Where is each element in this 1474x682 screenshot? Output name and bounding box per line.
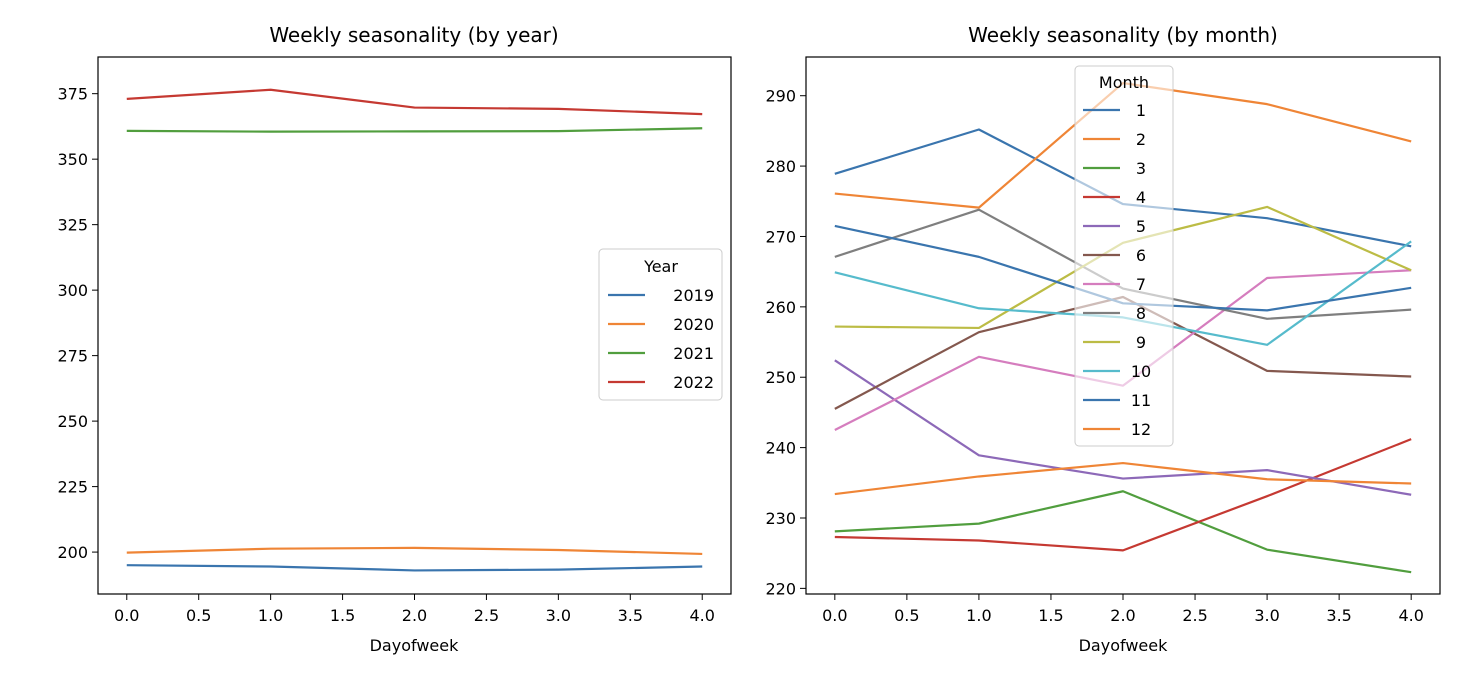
y-tick-label: 250 <box>765 368 796 387</box>
x-tick-label: 3.0 <box>1254 606 1279 625</box>
x-tick-label: 3.5 <box>1326 606 1351 625</box>
x-tick-label: 1.5 <box>1038 606 1063 625</box>
legend-title: Month <box>1099 73 1149 92</box>
chart-title: Weekly seasonality (by year) <box>269 23 558 47</box>
legend-item-3: 3 <box>1083 159 1146 178</box>
x-tick-label: 2.0 <box>402 606 427 625</box>
legend-label: 2021 <box>673 344 714 363</box>
legend-title: Year <box>643 257 678 276</box>
legend-item-10: 10 <box>1083 362 1151 381</box>
series-line-2022 <box>126 88 703 116</box>
legend-item-1: 1 <box>1083 101 1146 120</box>
series-line-2021 <box>126 127 703 133</box>
axis-ticks: 0.0 0.5 1.0 1.5 2.0 2.5 3.0 3.5 4.0 220 230 240 250 2… <box>765 87 1423 625</box>
y-tick-label: 290 <box>765 87 796 106</box>
legend-label: 10 <box>1131 362 1151 381</box>
legend-item-5: 5 <box>1083 217 1146 236</box>
x-tick-label: 1.0 <box>966 606 991 625</box>
y-tick-label: 260 <box>765 298 796 317</box>
series-line-12 <box>834 461 1412 496</box>
legend-label: 5 <box>1136 217 1146 236</box>
legend-label: 8 <box>1136 304 1146 323</box>
y-tick-label: 220 <box>765 579 796 598</box>
legend-item-6: 6 <box>1083 246 1146 265</box>
x-tick-label: 0.5 <box>894 606 919 625</box>
series-line-5 <box>834 359 1412 496</box>
y-tick-label: 280 <box>765 157 796 176</box>
series-line-3 <box>834 490 1412 574</box>
x-tick-label: 2.5 <box>474 606 499 625</box>
x-axis-label: Dayofweek <box>370 636 460 655</box>
legend-label: 3 <box>1136 159 1146 178</box>
y-tick-label: 300 <box>57 281 88 300</box>
legend-label: 1 <box>1136 101 1146 120</box>
legend-item-2021: 2021 <box>608 344 714 363</box>
x-tick-label: 3.0 <box>546 606 571 625</box>
legend-label: 7 <box>1136 275 1146 294</box>
x-tick-label: 2.0 <box>1110 606 1135 625</box>
y-tick-label: 225 <box>57 478 88 497</box>
legend-item-4: 4 <box>1083 188 1146 207</box>
x-tick-label: 2.5 <box>1182 606 1207 625</box>
x-tick-label: 4.0 <box>690 606 715 625</box>
legend-item-2019: 2019 <box>608 286 714 305</box>
x-tick-label: 4.0 <box>1398 606 1423 625</box>
x-tick-label: 3.5 <box>618 606 643 625</box>
series-line-2020 <box>126 546 703 556</box>
legend-item-12: 12 <box>1083 420 1151 439</box>
legend-label: 2022 <box>673 373 714 392</box>
legend-item-2022: 2022 <box>608 373 714 392</box>
legend-item-2: 2 <box>1083 130 1146 149</box>
y-tick-label: 375 <box>57 85 88 104</box>
x-tick-label: 0.0 <box>114 606 139 625</box>
legend-item-2020: 2020 <box>608 315 714 334</box>
legend-item-8: 8 <box>1083 304 1146 323</box>
y-tick-label: 240 <box>765 439 796 458</box>
x-tick-label: 0.0 <box>822 606 847 625</box>
legend-label: 2020 <box>673 315 714 334</box>
y-tick-label: 325 <box>57 216 88 235</box>
legend-label: 2019 <box>673 286 714 305</box>
legend-label: 11 <box>1131 391 1151 410</box>
plot-frame <box>97 56 732 595</box>
legend-label: 2 <box>1136 130 1146 149</box>
axis-ticks: 0.0 0.5 1.0 1.5 2.0 2.5 3.0 3.5 4.0 200 225 250 275 3… <box>57 85 715 625</box>
y-tick-label: 350 <box>57 150 88 169</box>
y-tick-label: 230 <box>765 509 796 528</box>
x-tick-label: 0.5 <box>186 606 211 625</box>
legend: Year 2019 2020 2021 2022 <box>598 248 723 401</box>
series-line-2019 <box>126 564 703 572</box>
legend-item-7: 7 <box>1083 275 1146 294</box>
series-line-4 <box>834 438 1412 552</box>
chart-by-year: Weekly seasonality (by year) 0.0 0.5 1.0 1.… <box>57 23 732 655</box>
plot-frame <box>805 56 1441 595</box>
legend-label: 9 <box>1136 333 1146 352</box>
x-tick-label: 1.0 <box>258 606 283 625</box>
y-tick-label: 275 <box>57 347 88 366</box>
y-tick-label: 270 <box>765 227 796 246</box>
legend-label: 4 <box>1136 188 1146 207</box>
y-tick-label: 200 <box>57 543 88 562</box>
legend-label: 12 <box>1131 420 1151 439</box>
x-tick-label: 1.5 <box>330 606 355 625</box>
chart-by-month: Weekly seasonality (by month) 0.0 0.5 1.0 1… <box>765 23 1441 655</box>
legend-box <box>598 248 723 401</box>
y-tick-label: 250 <box>57 412 88 431</box>
legend-box <box>1074 65 1174 447</box>
legend-items: 2019 2020 2021 2022 <box>608 286 714 392</box>
legend-item-9: 9 <box>1083 333 1146 352</box>
x-axis-label: Dayofweek <box>1079 636 1169 655</box>
legend-label: 6 <box>1136 246 1146 265</box>
series-lines <box>126 88 703 572</box>
legend-item-11: 11 <box>1083 391 1151 410</box>
chart-title: Weekly seasonality (by month) <box>968 23 1278 47</box>
